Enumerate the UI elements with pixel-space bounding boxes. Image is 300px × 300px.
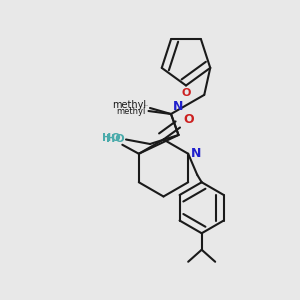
Text: N: N	[172, 100, 183, 112]
Text: O: O	[181, 88, 191, 98]
Text: methyl: methyl	[117, 106, 146, 116]
Text: N: N	[191, 147, 202, 160]
Text: HO: HO	[102, 133, 121, 143]
Text: O: O	[184, 113, 194, 126]
Text: methyl: methyl	[144, 105, 148, 106]
Text: methyl: methyl	[112, 100, 146, 110]
Text: HO: HO	[106, 134, 124, 145]
